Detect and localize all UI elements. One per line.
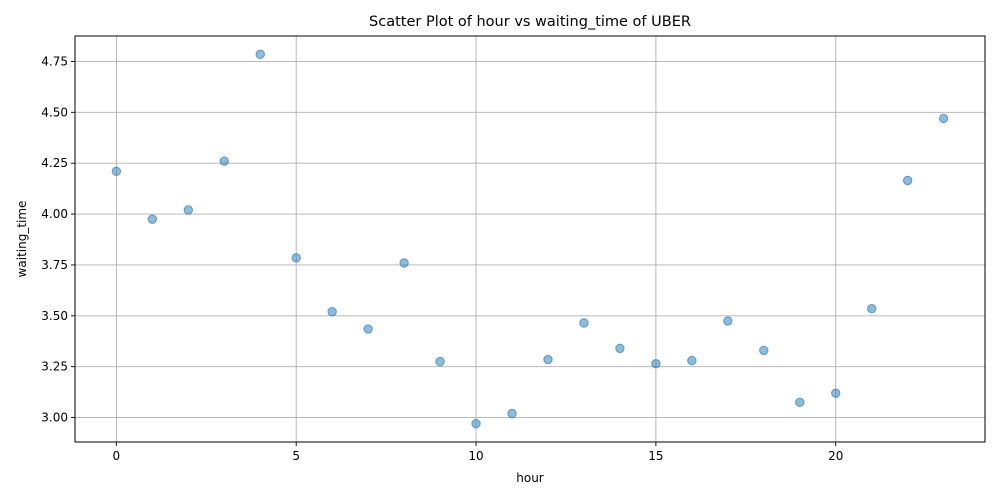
y-tick-label: 4.50 [41, 105, 68, 119]
data-point [291, 253, 301, 263]
x-tick-label: 0 [113, 449, 121, 463]
x-tick-label: 15 [648, 449, 663, 463]
data-point [579, 318, 589, 328]
y-axis-label: waiting_time [15, 201, 29, 278]
data-point [902, 175, 913, 186]
data-point [687, 355, 697, 366]
x-axis-label: hour [516, 471, 544, 485]
data-point [327, 307, 337, 317]
data-point [507, 408, 517, 419]
data-point [363, 324, 373, 334]
y-tick-label: 4.75 [41, 54, 68, 68]
grid-lines [75, 36, 985, 442]
data-points [111, 49, 949, 429]
data-point [938, 113, 949, 124]
data-point [255, 49, 265, 60]
data-point [147, 214, 158, 224]
data-point [651, 358, 661, 369]
data-point [759, 345, 769, 356]
data-point [723, 316, 733, 326]
data-point [615, 343, 625, 354]
data-point [795, 397, 805, 408]
axis-ticks: 0 5 10 15 20 3.00 3.25 3.50 3.75 4.00 4.25 4.50 4.75 [41, 54, 843, 463]
y-tick-label: 3.75 [41, 258, 68, 272]
y-tick-label: 3.00 [41, 411, 68, 425]
x-tick-label: 5 [292, 449, 300, 463]
x-tick-label: 10 [468, 449, 483, 463]
y-tick-label: 4.00 [41, 207, 68, 221]
y-tick-label: 4.25 [41, 156, 68, 170]
chart-title: Scatter Plot of hour vs waiting_time of … [369, 14, 691, 30]
x-tick-label: 20 [828, 449, 843, 463]
data-point [219, 156, 229, 166]
data-point [435, 356, 445, 367]
data-point [866, 304, 877, 314]
data-point [831, 388, 841, 398]
data-point [471, 418, 481, 429]
plot-frame [74, 35, 986, 443]
y-tick-label: 3.25 [41, 360, 68, 374]
data-point [183, 205, 194, 215]
data-point [399, 258, 409, 268]
y-tick-label: 3.50 [41, 309, 68, 323]
data-point [111, 166, 122, 177]
data-point [543, 354, 553, 365]
